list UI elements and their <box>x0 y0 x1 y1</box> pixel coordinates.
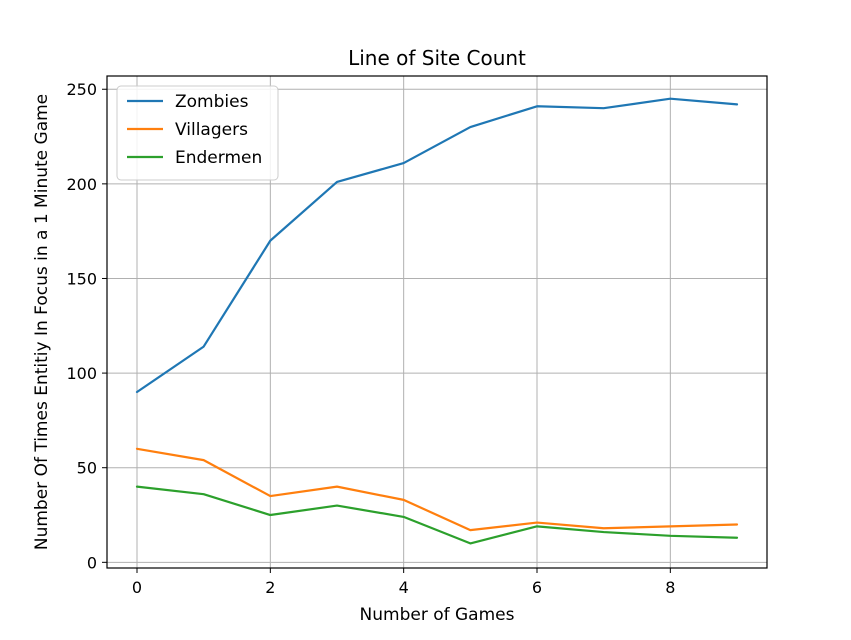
legend-label-zombies: Zombies <box>175 92 249 112</box>
x-tick-label: 0 <box>132 578 142 597</box>
x-tick-label: 6 <box>532 578 542 597</box>
x-tick-label: 2 <box>265 578 275 597</box>
x-axis-label: Number of Games <box>360 605 515 625</box>
x-tick-label: 8 <box>665 578 675 597</box>
chart-title: Line of Site Count <box>348 46 526 70</box>
y-axis-label: Number Of Times Entitiy In Focus in a 1 … <box>32 94 52 550</box>
y-tick-label: 50 <box>77 459 97 478</box>
series-line-zombies <box>135 97 739 394</box>
y-tick-label: 100 <box>66 364 97 383</box>
series-line-endermen <box>135 485 739 545</box>
y-tick-label: 150 <box>66 269 97 288</box>
legend: Zombies Villagers Endermen <box>116 85 279 181</box>
legend-label-villagers: Villagers <box>175 120 248 140</box>
y-tick-label: 250 <box>66 80 97 99</box>
series-line-villagers <box>135 447 739 532</box>
x-tick-label: 4 <box>399 578 409 597</box>
series-lines <box>135 97 739 545</box>
y-tick-label: 0 <box>87 553 97 572</box>
plot-area-frame <box>106 75 768 569</box>
y-tick-label: 200 <box>66 175 97 194</box>
legend-label-endermen: Endermen <box>175 148 262 168</box>
axis-ticks: 0 2 4 6 8 0 50 100 150 200 250 <box>66 80 675 597</box>
